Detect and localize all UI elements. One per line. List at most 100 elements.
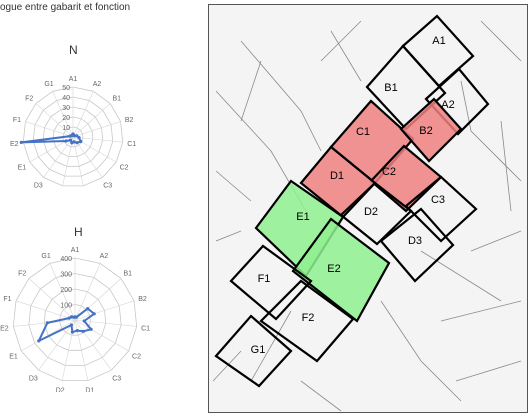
radar-series-point bbox=[79, 139, 83, 144]
zone-e2[interactable] bbox=[291, 217, 391, 323]
radar-axis-label: F1 bbox=[3, 296, 11, 303]
zone-b1[interactable] bbox=[365, 44, 447, 131]
zone-label: E1 bbox=[296, 211, 309, 223]
radar-axis-label: E2 bbox=[10, 141, 19, 148]
radar-ring-label: 300 bbox=[60, 272, 72, 279]
radar-spoke bbox=[52, 91, 74, 138]
zone-label: F1 bbox=[258, 273, 271, 285]
zone-label: D1 bbox=[330, 170, 344, 182]
zone-f1[interactable] bbox=[229, 244, 313, 321]
radar-series-point bbox=[75, 141, 79, 145]
urban-map[interactable]: A1 B1 A2 C1 B2 C2 D1 D2 C3 E1 E2 D3 F1 F2 G1 bbox=[208, 4, 528, 413]
radar-series-point bbox=[75, 134, 79, 138]
radar-svg: 1020304050A1A2B1B2C1C2C3D1D2D3E1E2F1F2G1 bbox=[10, 76, 136, 190]
zone-label: F2 bbox=[302, 312, 315, 324]
zone-label: G1 bbox=[251, 344, 266, 356]
radar-axis-label: C1 bbox=[127, 141, 136, 148]
radar-axis-label: C3 bbox=[103, 183, 112, 190]
radar-ring-label: 200 bbox=[60, 287, 72, 294]
radar-series-point bbox=[89, 327, 93, 331]
radar-axis-label: E1 bbox=[9, 354, 18, 361]
radar-series-point bbox=[82, 319, 86, 323]
radar-axis-label: A1 bbox=[71, 247, 80, 254]
radar-ring-label: 100 bbox=[60, 303, 72, 310]
radar-axis-label: D1 bbox=[85, 387, 94, 392]
radar-ring bbox=[62, 126, 84, 148]
figure-caption: ogue entre gabarit et fonction bbox=[0, 2, 131, 13]
radar-ring bbox=[12, 257, 138, 382]
radar-axis-label: G1 bbox=[41, 253, 50, 260]
radar-spoke bbox=[74, 319, 112, 371]
zone-b2[interactable] bbox=[399, 97, 463, 163]
radar-axis-label: C1 bbox=[141, 325, 150, 332]
radar-series-point bbox=[37, 339, 41, 343]
radar-axis-label: D3 bbox=[29, 375, 38, 382]
radar-spoke bbox=[74, 300, 135, 321]
radar-axis-label: F2 bbox=[18, 271, 26, 278]
radar-axis-label: F2 bbox=[25, 96, 33, 103]
map-polygons bbox=[214, 14, 490, 388]
zone-f2[interactable] bbox=[259, 279, 355, 363]
radar-axis-label: C2 bbox=[132, 354, 141, 361]
radar-axis-label: G1 bbox=[44, 81, 53, 88]
radar-chart-n: N 1020304050A1A2B1B2C1C2C3D1D2D3E1E2F1F2… bbox=[0, 40, 160, 190]
zone-e1[interactable] bbox=[254, 179, 345, 278]
zone-label: C1 bbox=[356, 126, 370, 138]
radar-ring-label: 20 bbox=[62, 115, 70, 122]
radar-spoke bbox=[72, 136, 84, 186]
radar-ring bbox=[52, 116, 94, 157]
radar-spoke bbox=[15, 300, 76, 321]
radar-spoke bbox=[28, 278, 76, 321]
radar-ring bbox=[28, 273, 122, 366]
radar-axis-label: A2 bbox=[93, 81, 102, 88]
radar-ring bbox=[43, 288, 107, 351]
zone-label: D2 bbox=[364, 206, 378, 218]
radar-spoke bbox=[13, 319, 76, 327]
radar-series-point bbox=[92, 312, 96, 316]
zone-g1[interactable] bbox=[214, 314, 293, 388]
radar-axis-label: F1 bbox=[13, 117, 21, 124]
radar-series-point bbox=[70, 330, 74, 334]
zone-a1[interactable] bbox=[401, 14, 475, 88]
radar-axis-label: C2 bbox=[120, 165, 129, 172]
zone-label: A1 bbox=[432, 35, 445, 47]
radar-svg: 100 200 300 400 A1 A2 B1 B2 C1 C2 C3 D1 D2 D3 E1 E2 F1 F2… bbox=[0, 247, 150, 392]
radar-ring-label: 400 bbox=[60, 256, 72, 263]
radar-series-point bbox=[19, 140, 23, 144]
radar-series-point bbox=[64, 139, 68, 143]
radar-spoke bbox=[35, 103, 74, 138]
radar-series-point bbox=[70, 133, 74, 137]
zone-label: D3 bbox=[408, 235, 422, 247]
radar-axis-label: D2 bbox=[56, 387, 65, 392]
radar-axis-label: E2 bbox=[0, 325, 9, 332]
radar-axis-label: B2 bbox=[138, 296, 147, 303]
radar-axis-label: D3 bbox=[34, 183, 43, 190]
zone-label: C3 bbox=[431, 194, 445, 206]
zone-label: B2 bbox=[419, 125, 432, 137]
zone-labels: A1 B1 A2 C1 B2 C2 D1 D2 C3 E1 E2 D3 F1 F2 G1 bbox=[251, 35, 455, 356]
radar-ring bbox=[59, 304, 91, 336]
radar-title: N bbox=[69, 43, 78, 57]
radar-axis-label: A1 bbox=[69, 76, 78, 83]
radar-series-point bbox=[81, 329, 85, 333]
radar-spoke bbox=[74, 319, 129, 352]
zone-c3[interactable] bbox=[404, 175, 478, 243]
radar-series-point bbox=[69, 138, 73, 142]
zone-label: A2 bbox=[441, 99, 454, 111]
zone-d3[interactable] bbox=[379, 207, 455, 283]
radar-spoke bbox=[43, 136, 74, 178]
radar-spoke bbox=[72, 121, 121, 138]
radar-axis-label: E1 bbox=[18, 165, 27, 172]
radar-axis-label: B1 bbox=[124, 271, 133, 278]
radar-series-point bbox=[72, 315, 76, 319]
radar-spoke bbox=[38, 319, 76, 371]
radar-ring-label: 10 bbox=[62, 125, 70, 132]
radar-title: H bbox=[74, 225, 83, 239]
radar-spoke bbox=[62, 136, 74, 186]
radar-spoke bbox=[49, 263, 76, 321]
radar-series-point bbox=[77, 136, 81, 140]
radar-series-point bbox=[86, 307, 90, 311]
radar-ring bbox=[42, 106, 104, 167]
radar-ring bbox=[32, 96, 114, 177]
zone-label: C2 bbox=[382, 166, 396, 178]
